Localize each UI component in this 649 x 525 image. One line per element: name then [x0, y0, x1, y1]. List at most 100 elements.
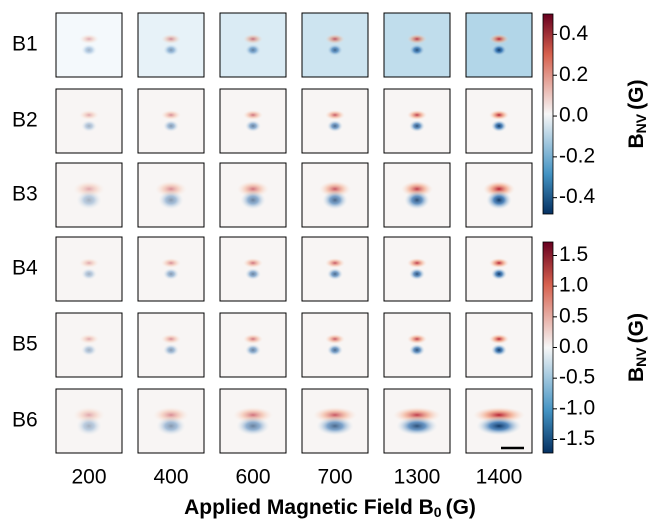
col-label: 200	[71, 466, 106, 489]
label-main: B	[625, 367, 648, 382]
map-panel	[219, 88, 287, 154]
colorbar-tick-label: 0.4	[559, 22, 589, 45]
panel-frame	[55, 388, 123, 454]
map-panel	[137, 236, 205, 302]
row-label: B4	[12, 257, 38, 280]
map-panel	[301, 12, 369, 78]
map-panel	[137, 162, 205, 228]
map-panel	[219, 236, 287, 302]
colorbar-tick-label: 1.5	[559, 243, 588, 266]
blue-lobe	[404, 190, 430, 210]
map-panel	[465, 162, 533, 228]
x-axis-title: Applied Magnetic Field B0 (G)	[184, 496, 476, 520]
blue-lobe	[76, 190, 102, 210]
blue-lobe	[491, 44, 507, 56]
blue-lobe	[245, 120, 261, 132]
blue-lobe	[236, 416, 270, 436]
blue-lobe	[327, 120, 343, 132]
red-lobe	[407, 334, 427, 344]
blue-lobe	[491, 120, 507, 132]
map-panel	[137, 88, 205, 154]
panel-frame	[301, 388, 369, 454]
label-unit: (G)	[625, 313, 648, 343]
colorbar-tick-label: 0.2	[559, 63, 588, 86]
panel-frame	[383, 12, 451, 78]
blue-lobe	[409, 120, 425, 132]
label-sub: NV	[633, 113, 649, 133]
red-lobe	[243, 258, 263, 268]
panel-frame	[465, 236, 533, 302]
label-sub: NV	[633, 347, 649, 367]
red-lobe	[243, 334, 263, 344]
label-main: B	[625, 133, 648, 148]
colorbar-tick-label: -1.5	[559, 427, 595, 450]
col-label: 700	[317, 466, 352, 489]
red-lobe	[79, 334, 99, 344]
panel-frame	[137, 162, 205, 228]
panel-frame	[137, 388, 205, 454]
blue-lobe	[245, 44, 261, 56]
red-lobe	[161, 110, 181, 120]
panel-frame	[55, 12, 123, 78]
blue-lobe	[81, 120, 97, 132]
map-panel	[301, 312, 369, 378]
map-panel	[465, 88, 533, 154]
red-lobe	[325, 34, 345, 44]
panel-frame	[219, 12, 287, 78]
red-lobe	[325, 110, 345, 120]
row-label: B1	[12, 33, 38, 56]
blue-lobe	[81, 44, 97, 56]
map-panel	[137, 388, 205, 454]
row-label: B2	[12, 109, 38, 132]
red-lobe	[489, 334, 509, 344]
red-lobe	[243, 110, 263, 120]
blue-lobe	[76, 416, 102, 436]
red-lobe	[489, 258, 509, 268]
red-lobe	[161, 258, 181, 268]
panel-frame	[219, 388, 287, 454]
blue-lobe	[409, 268, 425, 280]
map-panel	[219, 312, 287, 378]
panel-frame	[465, 12, 533, 78]
panel-frame	[55, 162, 123, 228]
blue-lobe	[245, 268, 261, 280]
blue-lobe	[81, 268, 97, 280]
panel-frame	[55, 88, 123, 154]
colorbar-label: BNV (G)	[625, 313, 649, 382]
blue-lobe	[322, 190, 348, 210]
colorbar-tick-label: -0.5	[559, 366, 595, 389]
map-panel	[137, 312, 205, 378]
red-lobe	[325, 258, 345, 268]
map-panel	[383, 312, 451, 378]
map-panel	[301, 236, 369, 302]
red-lobe	[161, 34, 181, 44]
map-panel	[219, 162, 287, 228]
blue-lobe	[476, 416, 522, 436]
map-panel	[383, 88, 451, 154]
colorbar-label: BNV (G)	[625, 80, 649, 149]
colorbar-tick-label: -0.4	[559, 185, 596, 208]
blue-lobe	[163, 120, 179, 132]
panel-frame	[137, 12, 205, 78]
blue-lobe	[156, 416, 186, 436]
red-lobe	[79, 34, 99, 44]
row-label: B6	[12, 409, 38, 432]
panel-frame	[55, 236, 123, 302]
blue-lobe	[240, 190, 266, 210]
panel-frame	[301, 162, 369, 228]
blue-lobe	[163, 344, 179, 356]
map-panel	[301, 162, 369, 228]
col-label: 1400	[476, 466, 523, 489]
panel-frame	[137, 236, 205, 302]
label-unit: (G)	[625, 80, 648, 110]
panel-frame	[137, 88, 205, 154]
map-panel	[55, 388, 123, 454]
blue-lobe	[245, 344, 261, 356]
red-lobe	[407, 110, 427, 120]
red-lobe	[489, 110, 509, 120]
map-panel	[383, 12, 451, 78]
map-panel	[55, 162, 123, 228]
blue-lobe	[396, 416, 438, 436]
panel-frame	[383, 312, 451, 378]
